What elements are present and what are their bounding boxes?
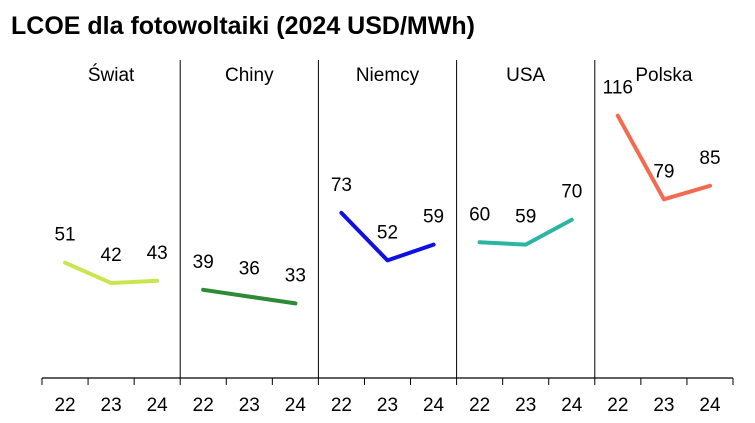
data-label: 51: [54, 225, 75, 246]
x-tick-label: 23: [101, 395, 122, 416]
tick-labels: 22 23 24 22 23 24 22 23 24 22 23 24 22 23 24: [54, 395, 721, 416]
data-label: 60: [469, 204, 490, 225]
panel-labels: Świat Chiny Niemcy USA Polska: [88, 64, 693, 86]
series-line: [477, 217, 574, 247]
data-label: 85: [699, 148, 720, 169]
data-label: 36: [239, 259, 260, 280]
series-lines: [63, 113, 712, 306]
panel-label: Chiny: [225, 65, 274, 86]
data-label: 39: [193, 252, 214, 273]
x-tick-label: 24: [147, 395, 169, 416]
data-label: 59: [515, 207, 536, 228]
x-tick-label: 24: [561, 395, 583, 416]
x-axis: [41, 377, 734, 385]
data-label: 116: [603, 78, 633, 99]
x-tick-label: 23: [515, 395, 536, 416]
series-line: [615, 113, 712, 202]
data-label: 42: [101, 245, 122, 266]
x-tick-label: 24: [699, 395, 721, 416]
panel-label: Polska: [635, 65, 692, 86]
x-tick-label: 22: [607, 395, 628, 416]
data-label: 59: [423, 207, 444, 228]
panel-dividers: [179, 60, 596, 378]
x-tick-label: 24: [285, 395, 307, 416]
series-line: [201, 287, 298, 306]
chart-title: LCOE dla fotowoltaiki (2024 USD/MWh): [11, 12, 475, 40]
panel-label: Niemcy: [356, 65, 420, 86]
data-label: 79: [653, 161, 674, 182]
x-tick-label: 23: [653, 395, 674, 416]
data-label: 52: [377, 222, 398, 243]
series-line: [339, 210, 436, 263]
data-labels: 51 42 43 39 36 33 73 52 59 60 59 70 116 79 85: [54, 78, 720, 287]
x-tick-label: 23: [377, 395, 398, 416]
x-tick-label: 22: [469, 395, 490, 416]
x-tick-label: 23: [239, 395, 260, 416]
x-tick-label: 22: [193, 395, 214, 416]
x-tick-label: 22: [54, 395, 75, 416]
data-label: 73: [331, 175, 352, 196]
x-tick-label: 22: [331, 395, 352, 416]
data-label: 70: [561, 182, 582, 203]
panel-label: Świat: [88, 64, 135, 86]
x-tick-label: 24: [423, 395, 445, 416]
panel-label: USA: [506, 65, 545, 86]
data-label: 43: [147, 243, 168, 264]
data-label: 33: [285, 265, 306, 286]
series-line: [63, 260, 160, 285]
